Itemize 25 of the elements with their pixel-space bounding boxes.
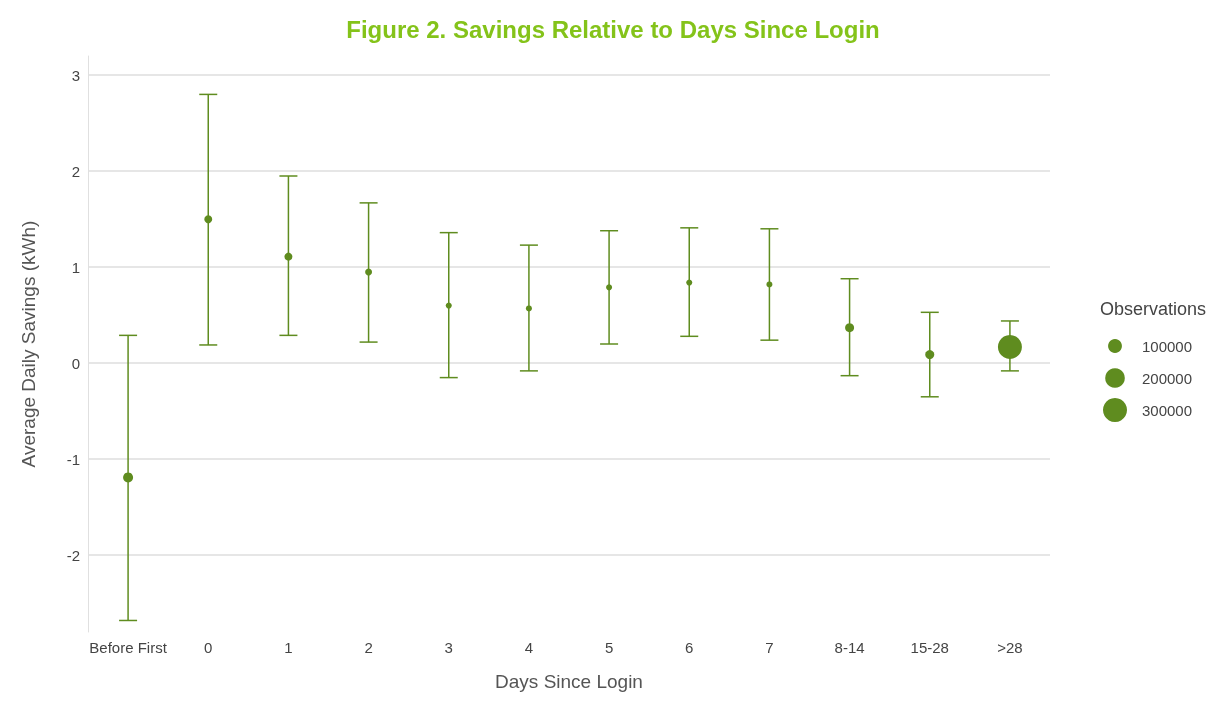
x-tick-label: 15-28: [910, 639, 949, 656]
legend-label: 100000: [1142, 337, 1193, 355]
y-tick-label: 3: [71, 66, 80, 84]
chart-title: Figure 2. Savings Relative to Days Since Login: [346, 15, 880, 43]
x-tick-label: Before First: [89, 639, 168, 656]
legend-title: Observations: [1100, 299, 1207, 319]
legend-label: 300000: [1142, 401, 1193, 419]
x-tick-label: >28: [997, 639, 1023, 656]
legend-label: 200000: [1142, 369, 1193, 387]
x-tick-label: 2: [364, 639, 373, 656]
y-axis-title: Average Daily Savings (kWh): [18, 220, 39, 468]
y-tick-label: 1: [71, 258, 80, 276]
x-tick-label: 8-14: [834, 639, 865, 656]
x-axis-title: Days Since Login: [495, 671, 643, 692]
y-tick-label: 0: [71, 354, 80, 372]
x-tick-label: 0: [204, 639, 213, 656]
y-tick-label: 2: [71, 162, 80, 180]
x-tick-label: 3: [444, 639, 453, 656]
x-tick-label: 1: [284, 639, 293, 656]
x-tick-label: 4: [524, 639, 534, 656]
y-tick-label: -2: [66, 546, 80, 564]
x-tick-label: 6: [685, 639, 694, 656]
x-tick-label: 5: [604, 639, 614, 656]
x-tick-label: 7: [765, 639, 774, 656]
y-tick-label: -1: [66, 450, 80, 468]
